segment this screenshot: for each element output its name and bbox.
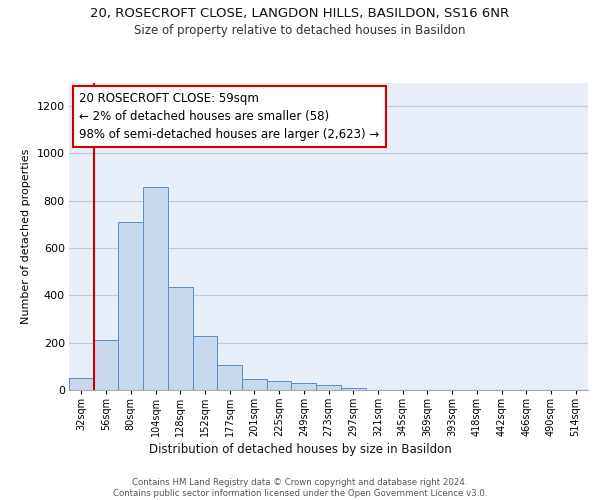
Text: 20, ROSECROFT CLOSE, LANGDON HILLS, BASILDON, SS16 6NR: 20, ROSECROFT CLOSE, LANGDON HILLS, BASI… — [91, 8, 509, 20]
Text: Size of property relative to detached houses in Basildon: Size of property relative to detached ho… — [134, 24, 466, 37]
Bar — [267, 381, 292, 390]
Bar — [316, 386, 341, 390]
Text: Distribution of detached houses by size in Basildon: Distribution of detached houses by size … — [149, 442, 451, 456]
Bar — [292, 384, 316, 390]
Bar — [94, 340, 118, 390]
Bar — [168, 287, 193, 390]
Bar — [69, 378, 94, 390]
Bar — [242, 379, 267, 390]
Bar — [118, 222, 143, 390]
Text: Contains HM Land Registry data © Crown copyright and database right 2024.
Contai: Contains HM Land Registry data © Crown c… — [113, 478, 487, 498]
Bar — [217, 365, 242, 390]
Text: 20 ROSECROFT CLOSE: 59sqm
← 2% of detached houses are smaller (58)
98% of semi-d: 20 ROSECROFT CLOSE: 59sqm ← 2% of detach… — [79, 92, 380, 140]
Bar — [193, 336, 217, 390]
Bar — [341, 388, 365, 390]
Bar — [143, 186, 168, 390]
Y-axis label: Number of detached properties: Number of detached properties — [21, 148, 31, 324]
